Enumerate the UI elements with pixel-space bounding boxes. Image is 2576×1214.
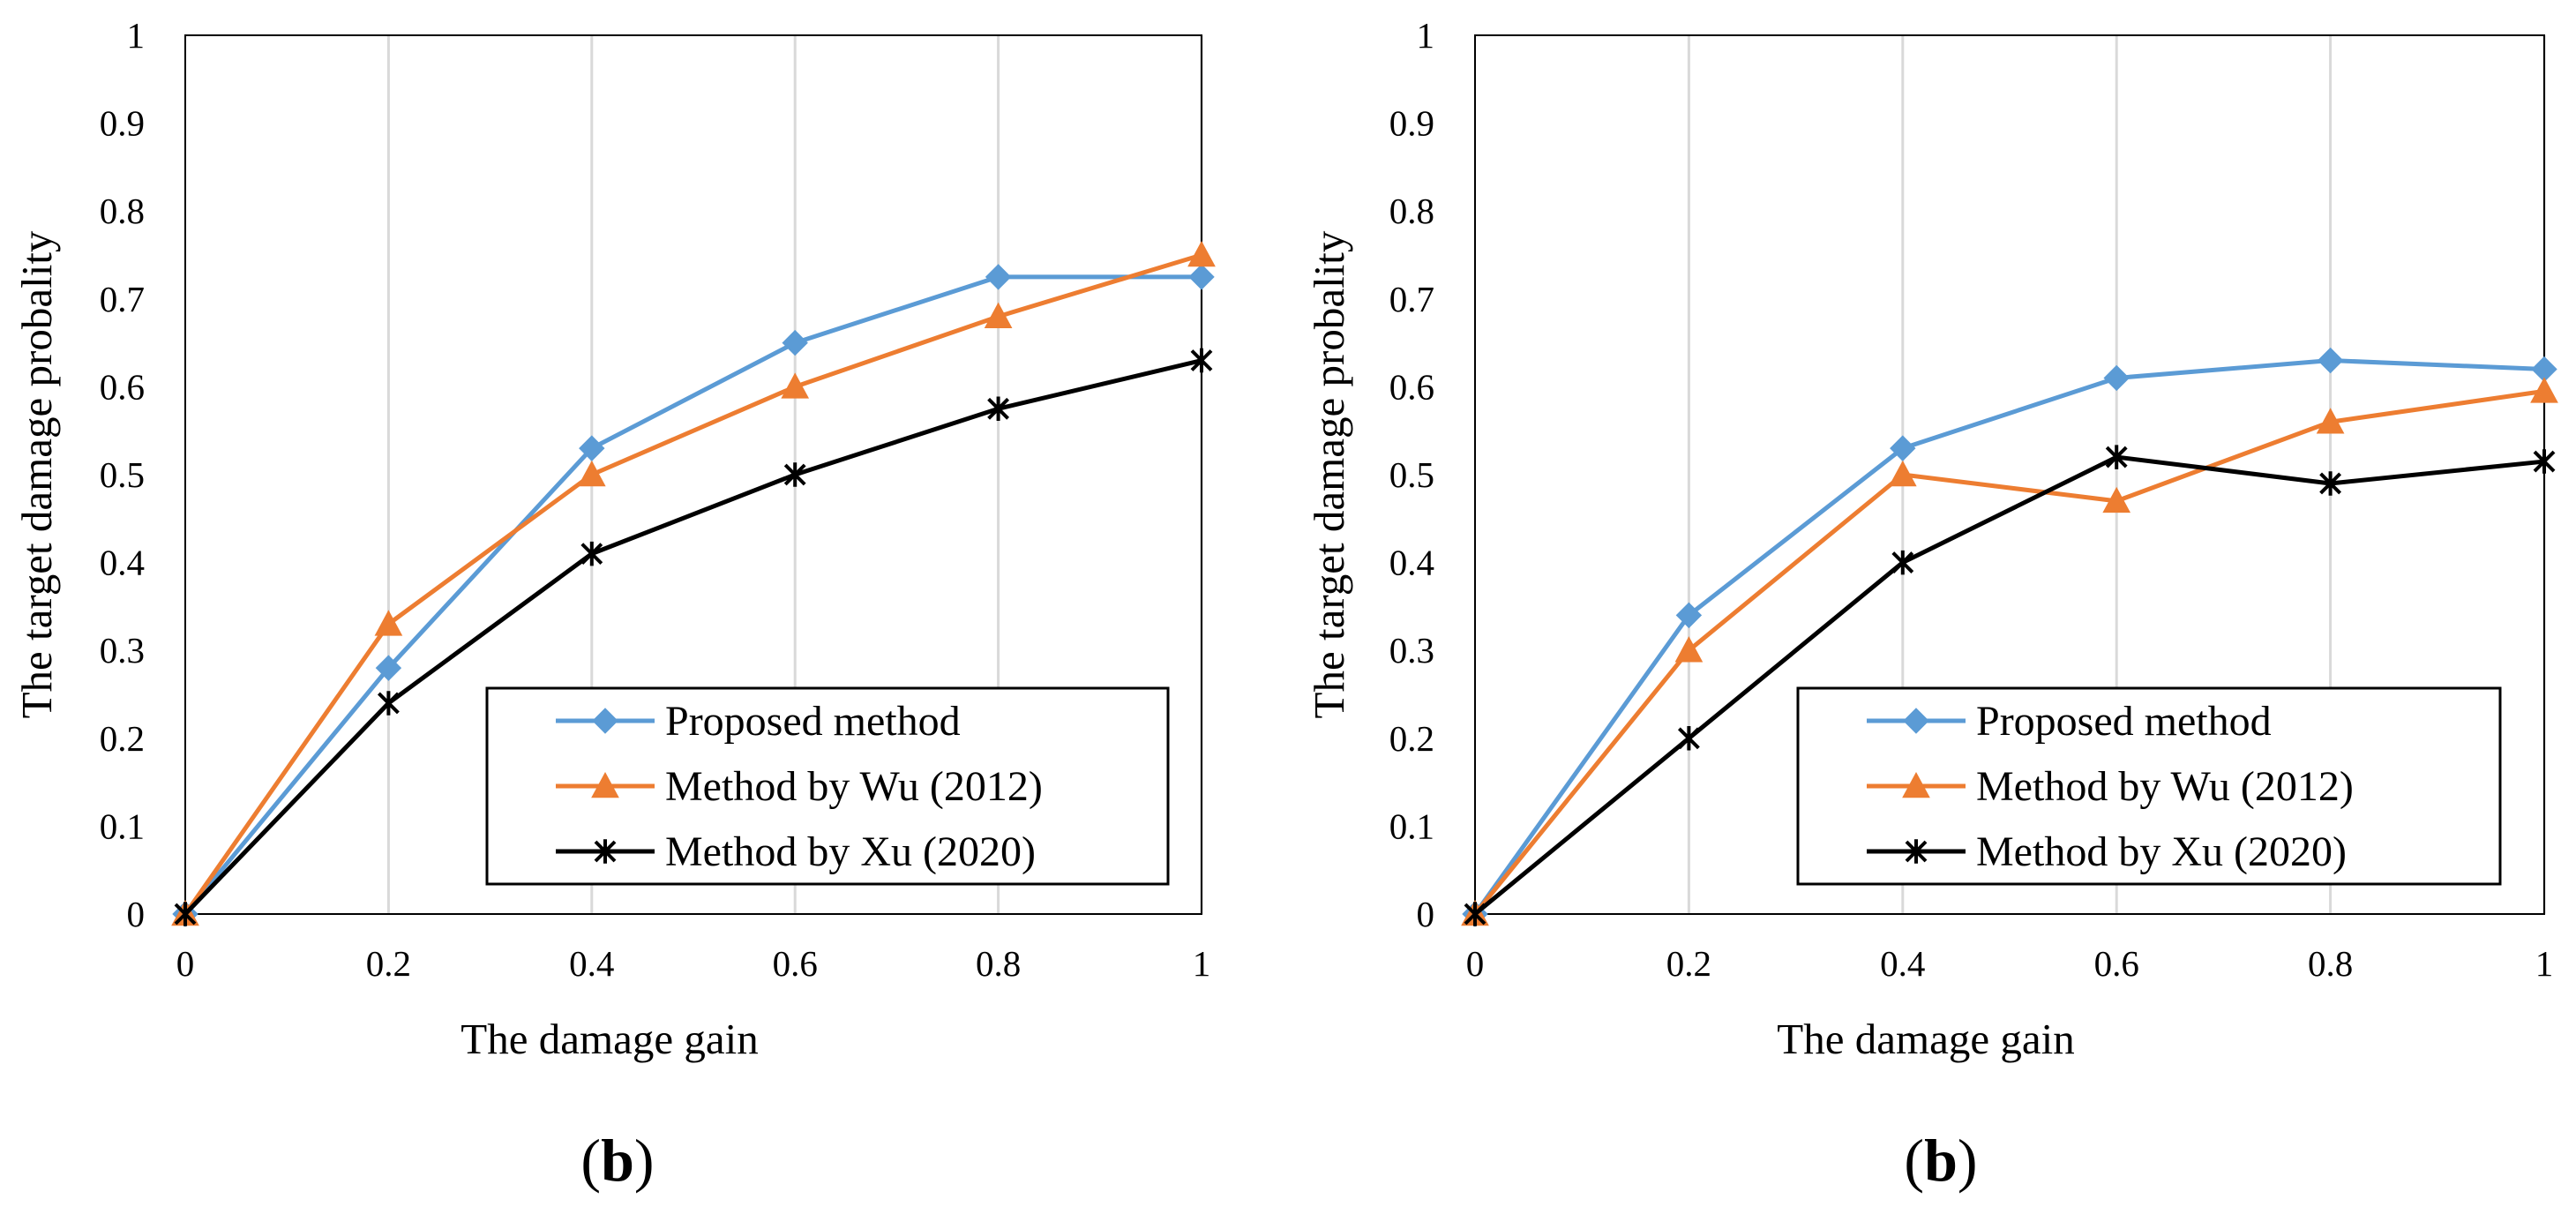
- data-point: [1674, 636, 1704, 663]
- legend-marker: [1905, 839, 1928, 864]
- data-point: [374, 610, 403, 636]
- legend-marker: [591, 771, 619, 798]
- series-1: [1462, 347, 2557, 927]
- data-point: [1188, 264, 1215, 290]
- data-point: [174, 902, 197, 926]
- legend-entry-label: Proposed method: [665, 698, 961, 745]
- y-tick-label: 0.5: [1389, 454, 1434, 495]
- y-tick-label: 1: [127, 15, 146, 56]
- data-point: [985, 264, 1012, 290]
- legend-marker: [1903, 708, 1929, 734]
- data-point: [782, 329, 808, 356]
- y-tick-label: 0.1: [100, 806, 145, 846]
- x-tick-label: 0.2: [366, 943, 411, 984]
- series-line: [1473, 454, 2545, 916]
- x-tick-label: 0.4: [1880, 943, 1925, 984]
- y-tick-label: 0: [1417, 894, 1435, 934]
- y-tick-label: 0.6: [100, 366, 145, 407]
- data-point: [2316, 408, 2345, 434]
- data-point: [2533, 449, 2556, 474]
- chart-panel-1: 0 0.1 0.2 0.3 0.4 0.5 0.6 0.7 0.8 0.9 1 0 0.2 0.4 0.6 0…: [12, 15, 1216, 1194]
- x-tick-label: 0.8: [976, 943, 1021, 984]
- y-tick-label: 0.3: [100, 630, 145, 671]
- data-point: [984, 302, 1013, 328]
- legend-marker: [594, 839, 617, 864]
- series-3: [174, 348, 1213, 926]
- x-tick-label: 0.4: [569, 943, 614, 984]
- legend-entry-label: Method by Xu (2020): [665, 828, 1036, 875]
- legend-marker: [592, 708, 618, 734]
- legend-entry-label: Method by Xu (2020): [1976, 828, 2347, 875]
- series-line: [1472, 358, 2545, 916]
- data-point: [2102, 486, 2131, 513]
- data-point: [377, 691, 400, 716]
- data-point: [1675, 602, 1703, 629]
- data-point: [577, 460, 606, 487]
- y-tick-label: 0.2: [1389, 718, 1434, 759]
- data-point: [1677, 726, 1700, 751]
- x-tick-label: 0.2: [1666, 943, 1711, 984]
- data-point: [783, 462, 806, 487]
- x-axis-title: The damage gain: [1777, 1015, 2074, 1063]
- x-tick-label: 0: [176, 943, 195, 984]
- y-tick-label: 0.9: [100, 103, 145, 144]
- series-line: [183, 274, 1202, 916]
- x-tick-label: 1: [2535, 943, 2554, 984]
- legend-marker: [1902, 771, 1930, 798]
- x-tick-label: 0.6: [2094, 943, 2139, 984]
- data-point: [2103, 364, 2130, 392]
- x-tick-label: 0.6: [773, 943, 818, 984]
- data-point: [1888, 460, 1917, 487]
- data-point: [375, 655, 402, 681]
- series-line: [183, 358, 1202, 916]
- y-tick-label: 0.1: [1389, 806, 1434, 846]
- y-tick-label: 0.2: [100, 718, 145, 759]
- data-point: [2105, 445, 2128, 469]
- series-line: [183, 252, 1202, 916]
- data-point: [1190, 348, 1213, 373]
- y-tick-label: 0.6: [1389, 366, 1434, 407]
- panel-label: (b): [580, 1127, 654, 1194]
- legend-entry-label: Method by Wu (2012): [665, 763, 1043, 810]
- y-tick-label: 0.8: [100, 191, 145, 231]
- data-point: [1187, 240, 1216, 267]
- plot-frame: [184, 34, 1202, 915]
- panel-label: (b): [1904, 1127, 1977, 1194]
- data-point: [2530, 377, 2558, 403]
- legend: Proposed method Method by Wu (2012) Method…: [485, 686, 1170, 886]
- legend-entry-label: Method by Wu (2012): [1976, 763, 2354, 810]
- data-point: [1891, 550, 1914, 575]
- x-axis-title: The damage gain: [461, 1015, 758, 1063]
- data-point: [2319, 471, 2342, 496]
- data-point: [1464, 902, 1486, 926]
- x-tick-label: 0.8: [2308, 943, 2353, 984]
- legend: Proposed method Method by Wu (2012) Method…: [1796, 686, 2502, 886]
- y-tick-label: 0.8: [1389, 191, 1434, 231]
- data-point: [2317, 347, 2344, 374]
- series-1: [172, 264, 1215, 927]
- series-line: [1473, 388, 2545, 916]
- legend-entry-label: Proposed method: [1976, 698, 2272, 745]
- y-tick-label: 0.9: [1389, 103, 1434, 144]
- data-point: [987, 396, 1010, 422]
- y-tick-label: 0: [127, 894, 146, 934]
- x-tick-label: 0: [1466, 943, 1485, 984]
- y-tick-label: 0.3: [1389, 630, 1434, 671]
- y-tick-label: 0.5: [100, 454, 145, 495]
- series-3: [1464, 445, 2556, 926]
- y-tick-label: 0.7: [1389, 279, 1434, 319]
- plot-frame: [1474, 34, 2545, 915]
- y-tick-label: 0.4: [100, 543, 145, 583]
- y-tick-label: 0.4: [1389, 543, 1434, 583]
- y-tick-label: 0.7: [100, 279, 145, 319]
- y-tick-label: 1: [1417, 15, 1435, 56]
- y-axis-title: The target damage probality: [12, 230, 61, 718]
- data-point: [580, 541, 603, 566]
- data-point: [781, 372, 810, 399]
- y-axis-title: The target damage probality: [1305, 230, 1353, 718]
- chart-panel-2: 0 0.1 0.2 0.3 0.4 0.5 0.6 0.7 0.8 0.9 1 0 0.2 0.4 0.6 0…: [1305, 15, 2558, 1194]
- x-tick-label: 1: [1193, 943, 1211, 984]
